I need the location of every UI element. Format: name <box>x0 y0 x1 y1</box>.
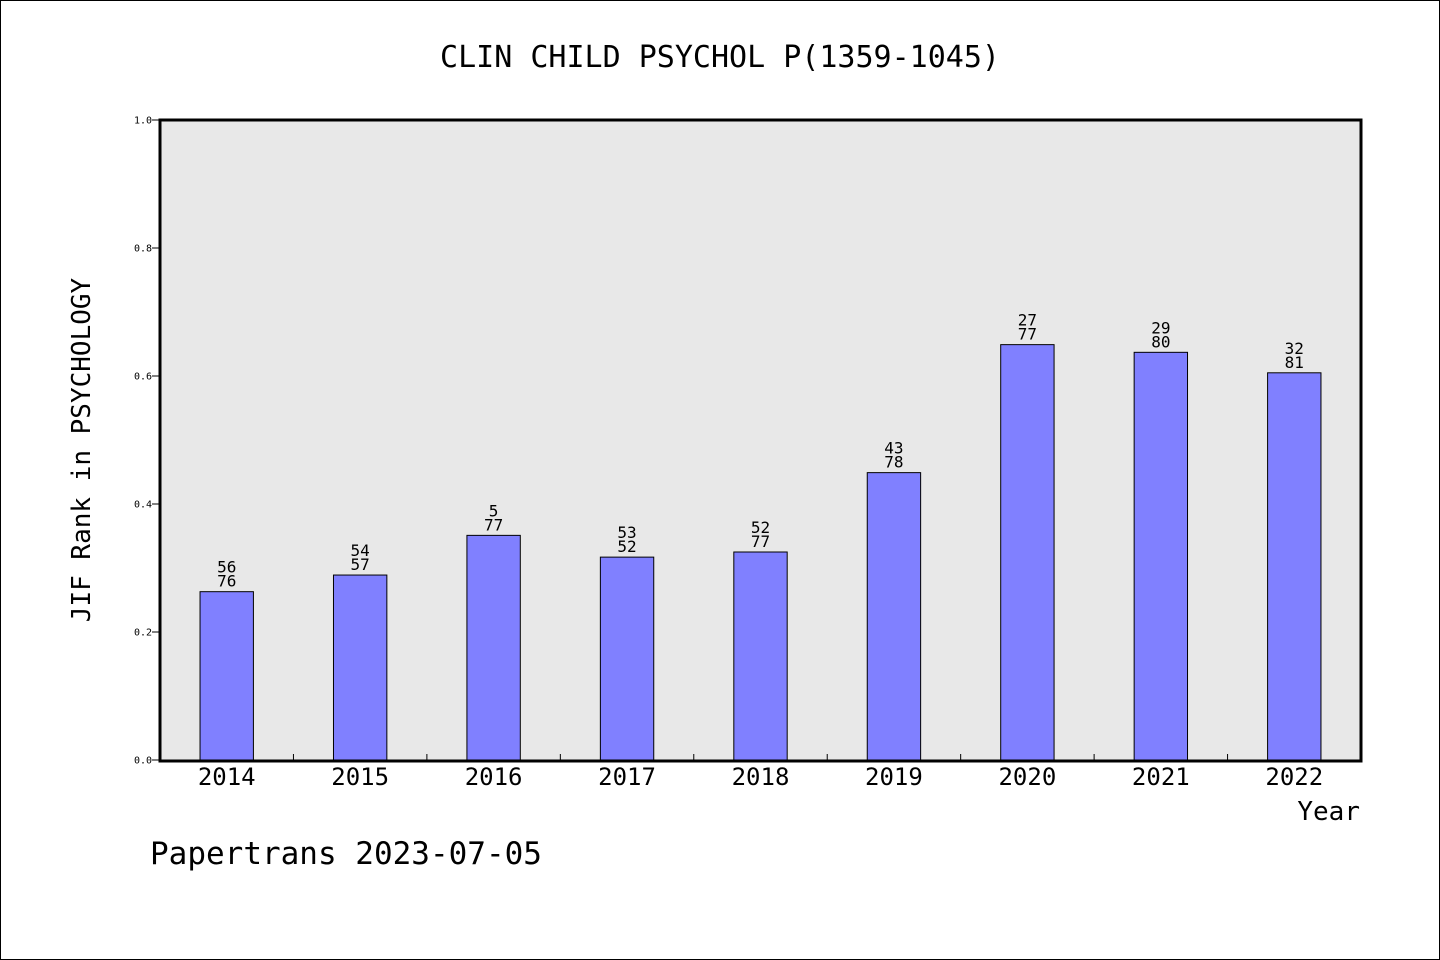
bar <box>1133 351 1189 761</box>
bar-label-rank: 5 <box>489 501 499 520</box>
bar <box>1000 344 1055 761</box>
bar <box>1267 372 1322 761</box>
y-axis-label: JIF Rank in PSYCHOLOGY <box>67 277 97 622</box>
bar <box>599 556 655 761</box>
bar <box>866 472 922 761</box>
x-tick-label: 2022 <box>1265 763 1323 791</box>
chart-title: CLIN CHILD PSYCHOL P(1359-1045) <box>440 40 1000 75</box>
bar-label-rank: 43 <box>884 439 903 458</box>
x-axis: 2014 2015 2016 2017 2018 2019 2020 2021 2022 <box>198 754 1323 791</box>
bar <box>332 574 388 761</box>
x-axis-label: Year <box>1297 797 1360 827</box>
bar-label-total: 81 <box>1285 353 1304 372</box>
y-tick-label: 0.2 <box>134 628 152 639</box>
y-tick-label: 0.6 <box>134 372 152 383</box>
y-tick-label: 1.0 <box>134 116 152 127</box>
x-tick-label: 2019 <box>865 763 923 791</box>
bar-label-total: 77 <box>484 515 503 534</box>
x-tick-label: 2018 <box>732 763 790 791</box>
bar-label-rank: 29 <box>1151 318 1170 337</box>
bar-label-total: 77 <box>751 532 770 551</box>
bar-label-rank: 54 <box>351 541 370 560</box>
x-tick-label: 2014 <box>198 763 256 791</box>
y-tick-label: 0.8 <box>134 244 152 255</box>
x-tick-label: 2016 <box>465 763 523 791</box>
bar-label-total: 78 <box>884 453 903 472</box>
bar-label-rank: 27 <box>1018 311 1037 330</box>
bar-label-rank: 56 <box>217 558 236 577</box>
x-tick-label: 2017 <box>598 763 656 791</box>
bar-label-total: 80 <box>1151 332 1170 351</box>
x-tick-label: 2020 <box>998 763 1056 791</box>
bar-label-rank: 52 <box>751 518 770 537</box>
bar-label-total: 52 <box>617 537 636 556</box>
bar-label-total: 77 <box>1018 325 1037 344</box>
bar-label-rank: 53 <box>617 523 636 542</box>
bar <box>733 551 788 761</box>
bar-label-rank: 32 <box>1285 339 1304 358</box>
bar <box>199 591 254 761</box>
y-tick-label: 0.0 <box>134 756 152 767</box>
bar-label-total: 57 <box>351 555 370 574</box>
y-tick-label: 0.4 <box>134 500 152 511</box>
x-tick-label: 2015 <box>331 763 389 791</box>
y-axis: 0.0 0.2 0.4 0.6 0.8 1.0 <box>134 116 160 767</box>
footer-text: Papertrans 2023-07-05 <box>150 836 542 872</box>
bar-label-total: 76 <box>217 572 236 591</box>
x-tick-label: 2021 <box>1132 763 1190 791</box>
bar <box>466 534 521 761</box>
